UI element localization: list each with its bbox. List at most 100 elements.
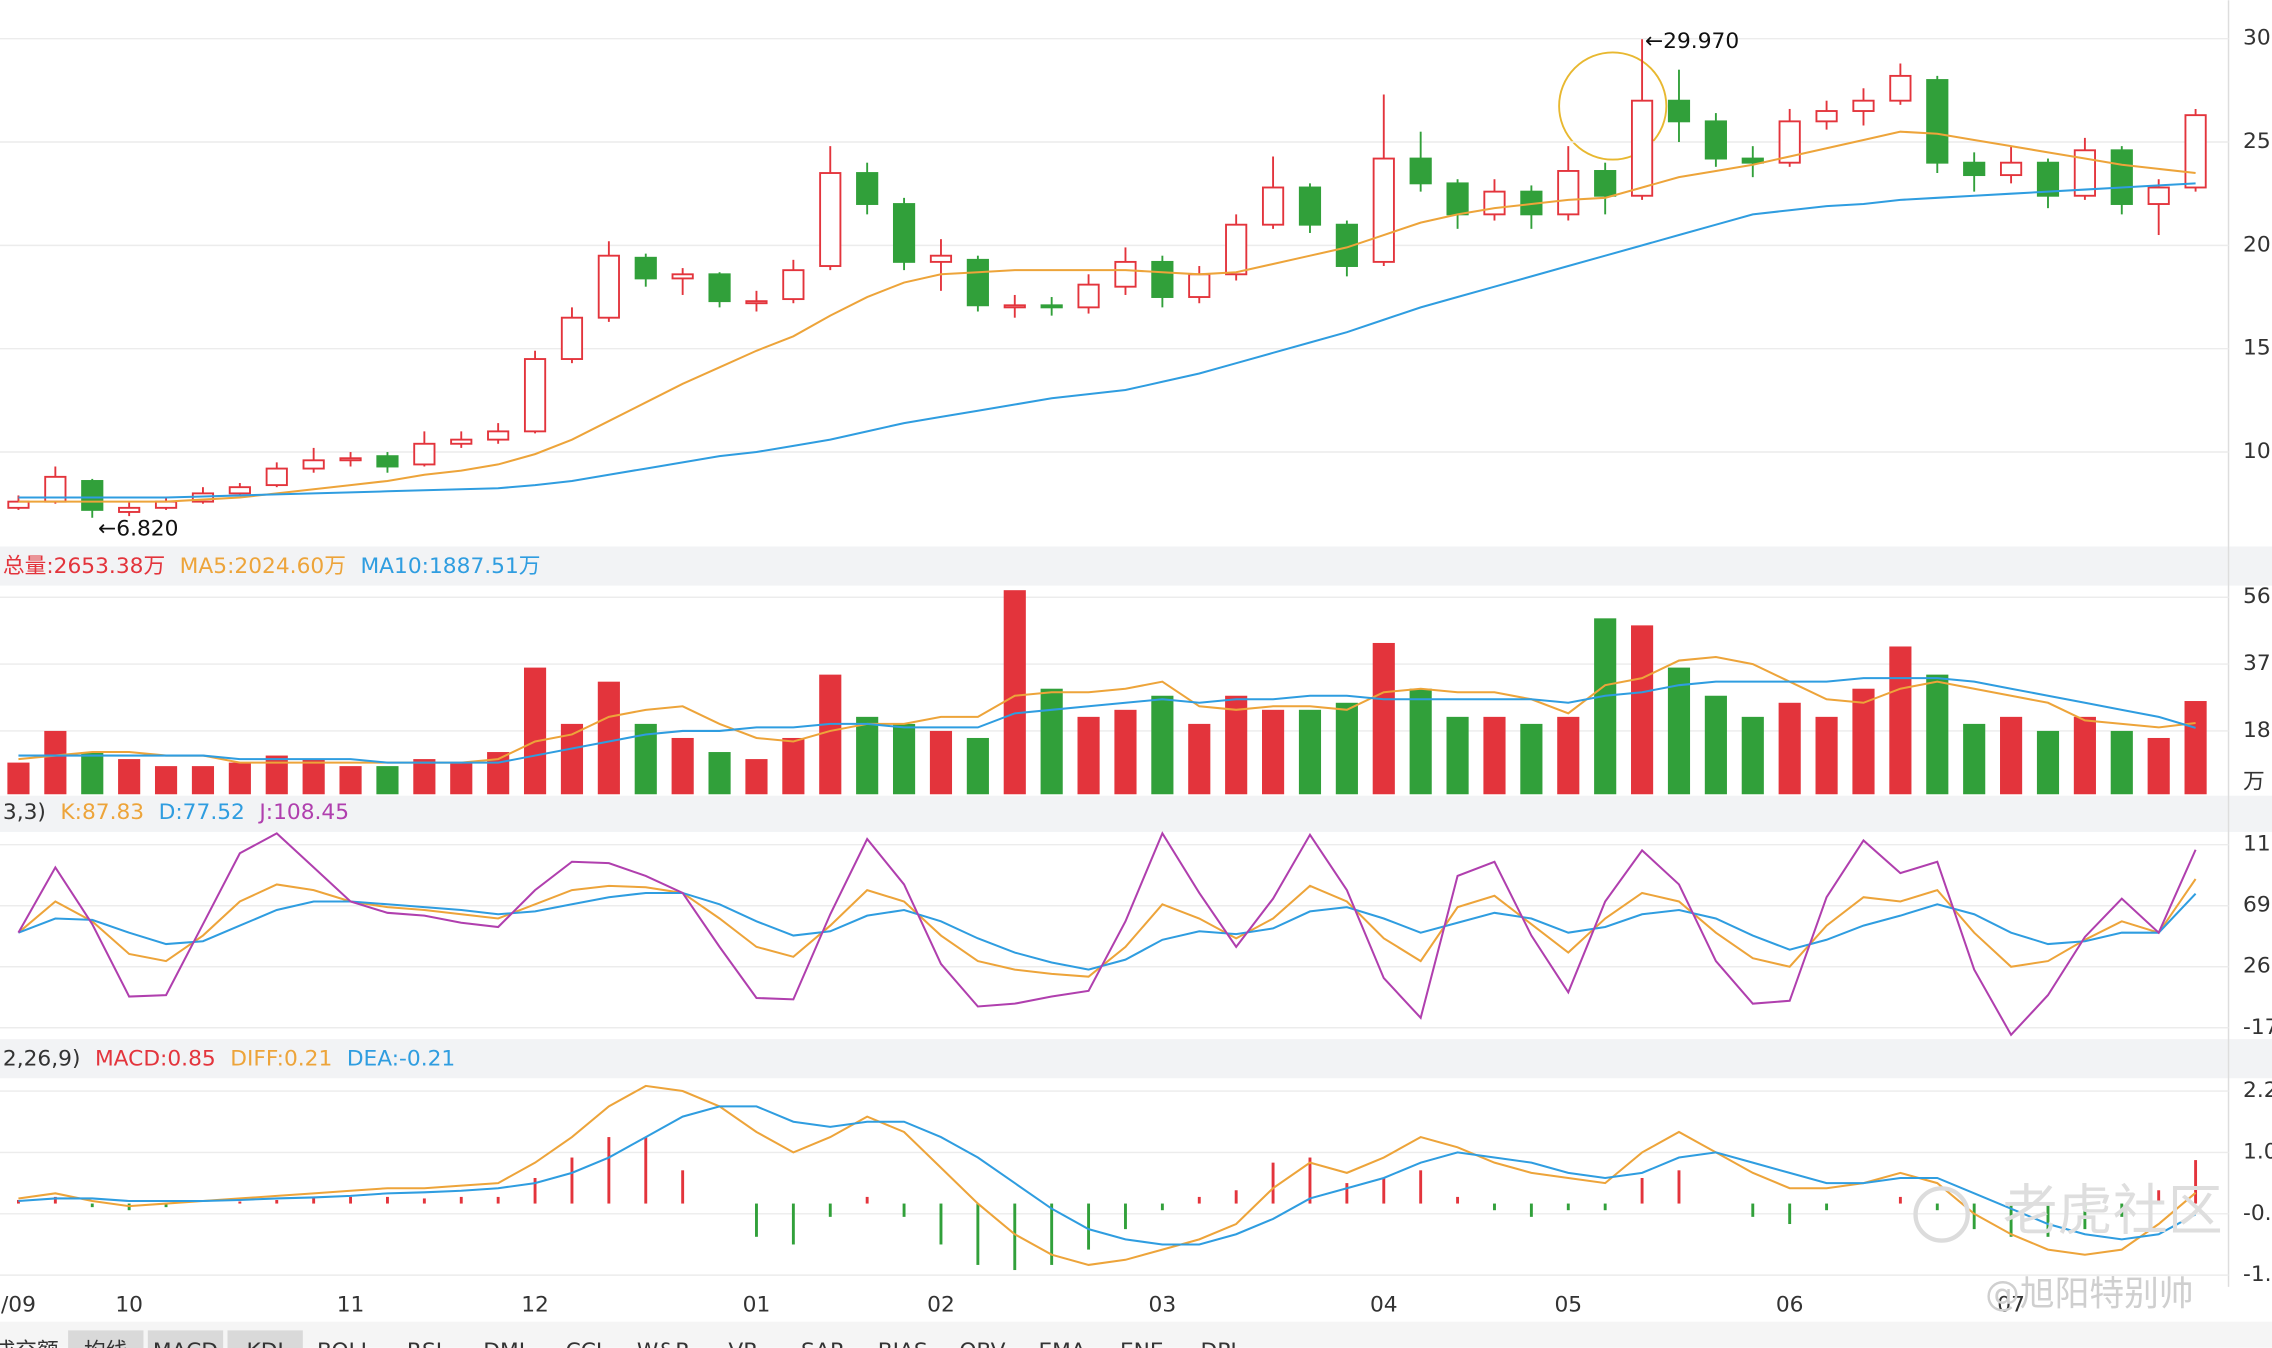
candle-body: [708, 273, 731, 303]
unit-label: 万: [2243, 770, 2265, 795]
bar: [607, 1137, 611, 1204]
bar: [634, 723, 657, 795]
candle-body: [1261, 186, 1285, 226]
header-band: [0, 546, 2272, 586]
bar: [1456, 1196, 1460, 1204]
x-tick-label: 10: [115, 1293, 143, 1318]
candle-body: [2184, 114, 2207, 189]
bar: [53, 1196, 57, 1204]
tab[interactable]: VR: [728, 1339, 758, 1348]
tab[interactable]: BOLL: [317, 1339, 373, 1348]
candle-body: [1815, 110, 1838, 123]
panel-header: MA5:2024.60万: [180, 554, 346, 579]
bar: [1419, 1170, 1423, 1204]
bar: [1188, 723, 1211, 795]
candle-body: [782, 269, 805, 301]
candle-body: [1741, 157, 1764, 164]
bar: [349, 1196, 353, 1204]
x-tick-label: 03: [1149, 1293, 1177, 1318]
bar: [1225, 695, 1248, 795]
candle-body: [560, 316, 584, 360]
bar: [413, 759, 436, 795]
y-tick-label: 20: [2243, 232, 2271, 257]
annotation: ←6.820: [98, 516, 178, 541]
bar: [1972, 1203, 1976, 1230]
bar: [2184, 701, 2207, 795]
bar: [376, 766, 399, 795]
y-tick-label: 30: [2243, 26, 2271, 51]
bar: [2147, 737, 2170, 795]
bar: [1483, 716, 1506, 795]
bar: [929, 730, 953, 795]
tab-bar: [0, 1321, 2272, 1348]
candle-body: [2147, 186, 2170, 205]
tab[interactable]: EMA: [1038, 1339, 1085, 1348]
tab[interactable]: RSI: [407, 1339, 442, 1348]
bar: [644, 1137, 648, 1204]
candle-body: [118, 506, 141, 513]
bar: [2194, 1160, 2198, 1204]
candle-body: [2110, 149, 2133, 205]
tab[interactable]: 均线: [84, 1339, 127, 1348]
annotation: ←29.970: [1645, 29, 1739, 54]
bar: [1603, 1203, 1607, 1211]
candle-body: [597, 254, 620, 319]
tab[interactable]: DMI: [483, 1339, 525, 1348]
watermark-logo: [1913, 1186, 1970, 1243]
bar: [496, 1196, 500, 1204]
candle-body: [450, 438, 473, 445]
bar: [1234, 1190, 1238, 1204]
bar: [191, 766, 215, 795]
candle-body: [1557, 170, 1580, 216]
candle-body: [1003, 304, 1026, 309]
x-tick-label: 04: [1370, 1293, 1398, 1318]
bar: [570, 1157, 574, 1204]
tab[interactable]: DPL: [1201, 1339, 1243, 1348]
bar: [1493, 1203, 1496, 1211]
bar: [1935, 1203, 1939, 1211]
bar: [1003, 590, 1026, 795]
tab[interactable]: W&R: [637, 1339, 691, 1348]
y-tick-label: 26: [2243, 954, 2271, 979]
indicator-line: [17, 878, 2197, 978]
bar: [1409, 688, 1432, 795]
y-tick-label: -0.: [2243, 1201, 2272, 1226]
watermark-author: @旭阳特别帅: [1985, 1275, 2194, 1315]
bar: [865, 1196, 869, 1204]
tab[interactable]: KDJ: [246, 1339, 283, 1348]
bar: [2000, 716, 2023, 795]
candle-body: [1114, 260, 1137, 288]
tab[interactable]: ENE: [1120, 1339, 1164, 1348]
candle-body: [1630, 99, 1654, 197]
bar: [1594, 618, 1617, 795]
tab[interactable]: BIAS: [878, 1339, 928, 1348]
candle-body: [1926, 79, 1949, 164]
candle-body: [1040, 304, 1063, 309]
tab[interactable]: OBV: [959, 1339, 1005, 1348]
header-band: [0, 795, 2272, 832]
tab[interactable]: 成交额: [0, 1339, 59, 1348]
indicator-line: [18, 130, 2196, 503]
bar: [1640, 1177, 1644, 1204]
bar: [1963, 723, 1986, 795]
bar: [1013, 1203, 1017, 1271]
tab[interactable]: SAR: [801, 1339, 845, 1348]
candle-body: [1594, 170, 1617, 197]
candle-body: [671, 273, 694, 280]
candle-body: [1667, 99, 1691, 123]
tab-background: [147, 1330, 224, 1348]
tab[interactable]: CCI: [566, 1339, 603, 1348]
candle-body: [1409, 157, 1432, 185]
y-tick-label: 2.2: [2243, 1078, 2272, 1103]
bar: [1271, 1162, 1275, 1204]
bar: [238, 1201, 242, 1204]
bar: [1529, 1203, 1533, 1217]
bar: [1898, 1196, 1902, 1204]
bar: [422, 1198, 426, 1204]
watermark: 老虎社区 @旭阳特别帅: [1913, 1179, 2223, 1315]
bar: [17, 1199, 20, 1204]
tab[interactable]: MACD: [153, 1339, 218, 1348]
bar: [1197, 1196, 1201, 1204]
bar: [1077, 716, 1100, 795]
